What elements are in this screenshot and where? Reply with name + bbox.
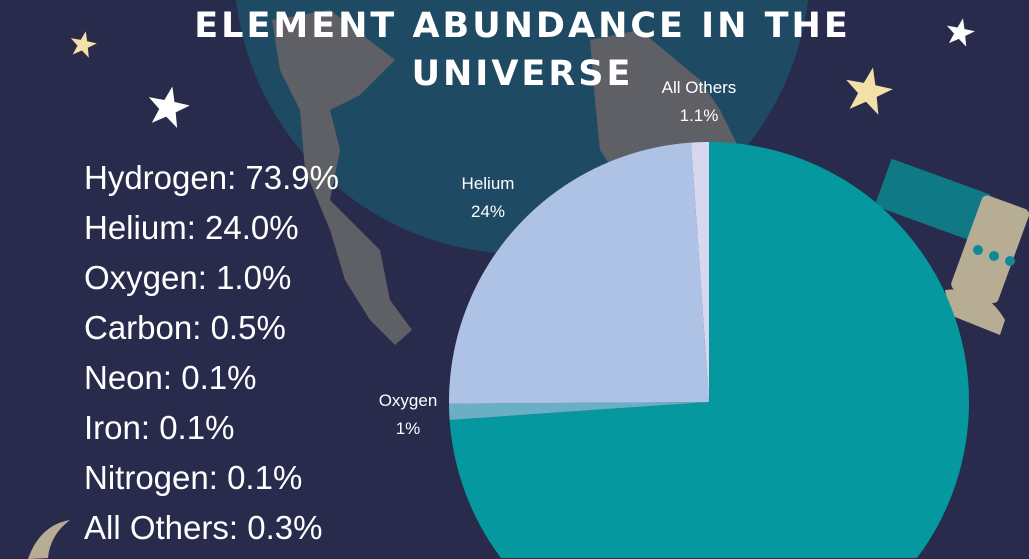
slice-label-all-others: All Others 1.1% — [640, 74, 758, 130]
list-item-helium: Helium: 24.0% — [84, 209, 299, 246]
list-item-iron: Iron: 0.1% — [84, 409, 235, 446]
list-item-carbon: Carbon: 0.5% — [84, 309, 286, 346]
list-item-hydrogen: Hydrogen: 73.9% — [84, 159, 339, 196]
slice-value: 1% — [395, 419, 421, 438]
slice-name: All Others — [661, 78, 737, 97]
slice-value: 24% — [470, 202, 506, 221]
page-title: ELEMENT ABUNDANCE IN THE UNIVERSE — [100, 2, 945, 98]
satellite-illustration — [874, 158, 1029, 335]
abundance-list: Hydrogen: 73.9% Helium: 24.0% Oxygen: 1.… — [84, 153, 339, 553]
star-icon — [946, 18, 975, 47]
list-item-neon: Neon: 0.1% — [84, 359, 257, 396]
list-item-all-others: All Others: 0.3% — [84, 509, 323, 546]
star-icon — [70, 31, 97, 58]
slice-label-helium: Helium 24% — [440, 170, 536, 226]
star-icon — [846, 67, 893, 115]
pie-slice-all-others — [691, 142, 709, 402]
slice-label-oxygen: Oxygen 1% — [362, 387, 454, 443]
pie-slice-hydrogen — [449, 142, 969, 558]
list-item-nitrogen: Nitrogen: 0.1% — [84, 459, 303, 496]
slice-name: Helium — [461, 174, 515, 193]
pie-slice-helium — [449, 142, 709, 404]
title-line-1: ELEMENT ABUNDANCE IN THE — [194, 6, 851, 46]
slice-value: 1.1% — [679, 106, 719, 125]
slice-name: Oxygen — [378, 391, 438, 410]
list-item-oxygen: Oxygen: 1.0% — [84, 259, 292, 296]
star-icon — [148, 86, 190, 129]
title-line-2: UNIVERSE — [411, 54, 634, 94]
pie-chart — [449, 142, 969, 558]
pie-slice-oxygen — [449, 402, 709, 420]
moon-illustration — [28, 520, 70, 559]
